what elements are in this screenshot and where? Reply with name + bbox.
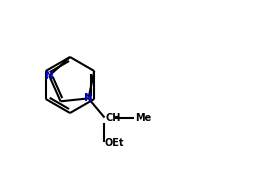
Text: OEt: OEt (104, 137, 124, 148)
Text: N: N (45, 71, 54, 81)
Text: CH: CH (105, 112, 121, 122)
Text: Me: Me (135, 112, 152, 122)
Text: N: N (84, 93, 93, 103)
